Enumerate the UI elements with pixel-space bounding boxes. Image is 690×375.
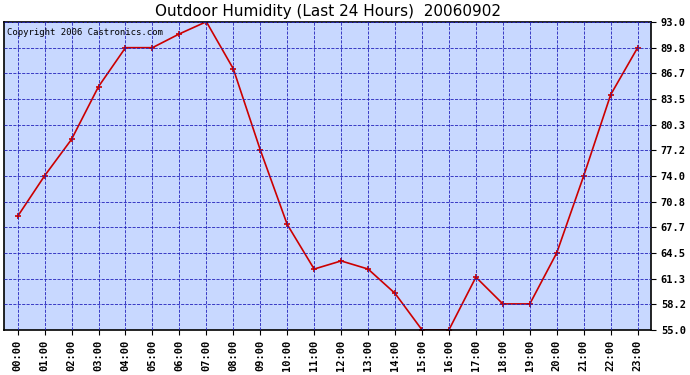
- Text: Copyright 2006 Castronics.com: Copyright 2006 Castronics.com: [8, 28, 164, 37]
- Title: Outdoor Humidity (Last 24 Hours)  20060902: Outdoor Humidity (Last 24 Hours) 2006090…: [155, 4, 501, 19]
